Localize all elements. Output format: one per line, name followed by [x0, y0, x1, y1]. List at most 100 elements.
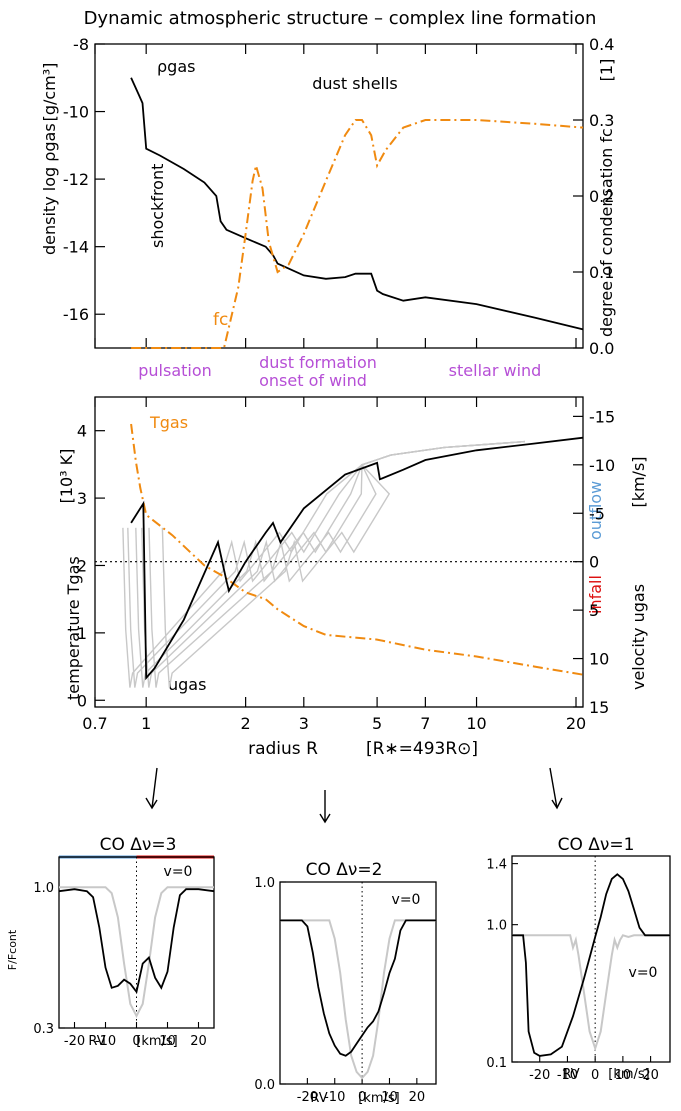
- co3-ylabel: F/Fcont: [6, 929, 19, 970]
- top-ytick-label-0: -8: [73, 35, 89, 54]
- co3-static-line: [59, 886, 214, 1019]
- top-ytick-right-label-3: 0.1: [589, 263, 614, 282]
- arrows: [145, 767, 563, 824]
- label-dust-shells: dust shells: [312, 74, 398, 93]
- arrow-right: [549, 767, 563, 810]
- label-outflow: outflow: [586, 481, 605, 540]
- top-ytick-label-4: -16: [63, 305, 89, 324]
- label-pulsation: pulsation: [138, 361, 212, 380]
- label-dust-formation: dust formation: [259, 353, 377, 372]
- mid-ytick-right-label-6: 15: [589, 698, 609, 717]
- co2-frame: [279, 881, 437, 1085]
- mid-ylabel-right-units: [km/s]: [629, 456, 648, 507]
- co1-xtick-label-1: -10: [557, 1068, 578, 1083]
- top-ytick-right-label-2: 0.2: [589, 187, 614, 206]
- co1-ytick-label-1: 1.0: [486, 919, 507, 934]
- co1-xtick-label-0: -20: [529, 1068, 550, 1083]
- mid-ytick-right-label-0: -15: [589, 407, 615, 426]
- mid-ylabel-right: velocity ugas: [629, 584, 648, 690]
- co3-ytick-label-1: 0.3: [33, 1022, 54, 1037]
- co2-xtick-label-4: 20: [409, 1090, 426, 1105]
- co3-panel: CO Δν=3 F/Fcont RV [km/s] v=0 -20 -10 0 10 2…: [6, 835, 215, 1049]
- mid-xtick-label-2: 2: [241, 714, 251, 733]
- co2-xtick-label-1: -10: [324, 1090, 345, 1105]
- co1-xtick-label-4: 20: [642, 1068, 659, 1083]
- co1-v0-label: v=0: [629, 965, 658, 981]
- mid-ytick-right-label-4: 5: [589, 601, 599, 620]
- co3-ytick-label-0: 1.0: [33, 881, 54, 896]
- top-ytick-label-1: -10: [63, 103, 89, 122]
- mid-ytick-label-3: 3: [77, 489, 87, 508]
- ugas-phase-line-4: [148, 440, 525, 688]
- mid-ylabel: temperature Tgas: [64, 556, 83, 700]
- co3-xlabel: RV: [88, 1034, 105, 1049]
- co2-xlabel-units: [km/s]: [358, 1091, 400, 1106]
- mid-xtick-label-6: 10: [466, 714, 486, 733]
- top-ytick-right-label-0: 0.4: [589, 35, 614, 54]
- mid-ytick-right-label-1: -10: [589, 456, 615, 475]
- ugas-phase-line-3: [141, 440, 525, 688]
- mid-ytick-label-4: 4: [77, 422, 87, 441]
- label-stellar-wind: stellar wind: [449, 361, 542, 380]
- co1-ytick-label-2: 0.1: [486, 1056, 507, 1071]
- label-tgas: Tgas: [149, 413, 188, 432]
- mid-ytick-right-label-5: 10: [589, 650, 609, 669]
- mid-xlabel-units: [R∗=493R⊙]: [366, 739, 478, 759]
- co1-xlabel: RV: [562, 1067, 579, 1082]
- mid-ytick-right-label-2: -5: [589, 504, 605, 523]
- co1-title: CO Δν=1: [558, 835, 635, 855]
- mid-xtick-label-0: 0.7: [82, 714, 107, 733]
- mid-frame: [94, 396, 584, 708]
- top-ytick-right-label-4: 0.0: [589, 339, 614, 358]
- co2-xtick-label-0: -20: [297, 1090, 318, 1105]
- co3-v0-label: v=0: [164, 864, 193, 880]
- top-panel: density log ρgas [g/cm³] degree of conde…: [40, 35, 616, 358]
- co2-panel: CO Δν=2 RV [km/s] v=0 -20 -10 0 10 20 1.0 0.0: [254, 860, 437, 1106]
- co2-xlabel: RV: [310, 1091, 327, 1106]
- co1-xtick-label-3: 10: [615, 1068, 632, 1083]
- co1-panel: CO Δν=1 RV [km/s] v=0 -20 -10 0 10 20 1.4 1.0 0…: [486, 835, 671, 1083]
- co1-frame: [511, 855, 671, 1063]
- co1-ytick-label-0: 1.4: [486, 858, 507, 873]
- co2-title: CO Δν=2: [306, 860, 383, 880]
- ugas-phase-line-5: [161, 440, 525, 688]
- mid-ytick-right-label-3: 0: [589, 553, 599, 572]
- co3-dynamic-line: [58, 888, 215, 994]
- co3-xtick-label-2: 0: [132, 1034, 140, 1049]
- mid-xtick-label-5: 7: [420, 714, 430, 733]
- middle-panel: temperature Tgas [10³ K] velocity ugas […: [57, 396, 648, 759]
- mid-xtick-label-1: 1: [141, 714, 151, 733]
- co3-xlabel-units: [km/s]: [136, 1034, 178, 1049]
- rho-gas-line: [130, 77, 584, 331]
- arrow-left: [145, 767, 158, 810]
- label-infall: infall: [586, 575, 605, 614]
- mid-ylabel-units: [10³ K]: [57, 449, 76, 504]
- mid-labels: pulsation dust formation onset of wind s…: [138, 353, 541, 390]
- co2-ytick-label-1: 0.0: [254, 1078, 275, 1093]
- mid-xtick-label-3: 3: [299, 714, 309, 733]
- ugas-phase-line-1: [127, 440, 525, 688]
- top-ylabel-units: [g/cm³]: [40, 63, 59, 122]
- mid-ytick-label-1: 1: [77, 624, 87, 643]
- fc-line: [131, 119, 584, 349]
- top-ytick-label-3: -14: [63, 238, 89, 257]
- co2-dynamic-line: [280, 919, 436, 1057]
- co2-ytick-label-0: 1.0: [254, 876, 275, 891]
- co3-xtick-label-0: -20: [64, 1034, 85, 1049]
- label-ugas: ugas: [168, 675, 206, 694]
- top-ytick-right-label-1: 0.3: [589, 111, 614, 130]
- label-shockfront: shockfront: [148, 164, 167, 248]
- mid-xlabel: radius R: [248, 739, 318, 759]
- co1-xtick-label-2: 0: [591, 1068, 599, 1083]
- co3-xtick-label-1: -10: [95, 1034, 116, 1049]
- co3-xtick-label-3: 10: [159, 1034, 176, 1049]
- co2-static-line: [280, 919, 436, 1080]
- arrow-center: [319, 790, 331, 824]
- top-ylabel-right: degree of condensation fc: [597, 128, 616, 337]
- label-fc: fc: [213, 310, 228, 330]
- co1-dynamic-line: [512, 873, 670, 1057]
- mid-ytick-label-2: 2: [77, 556, 87, 575]
- co2-xtick-label-2: 0: [358, 1090, 366, 1105]
